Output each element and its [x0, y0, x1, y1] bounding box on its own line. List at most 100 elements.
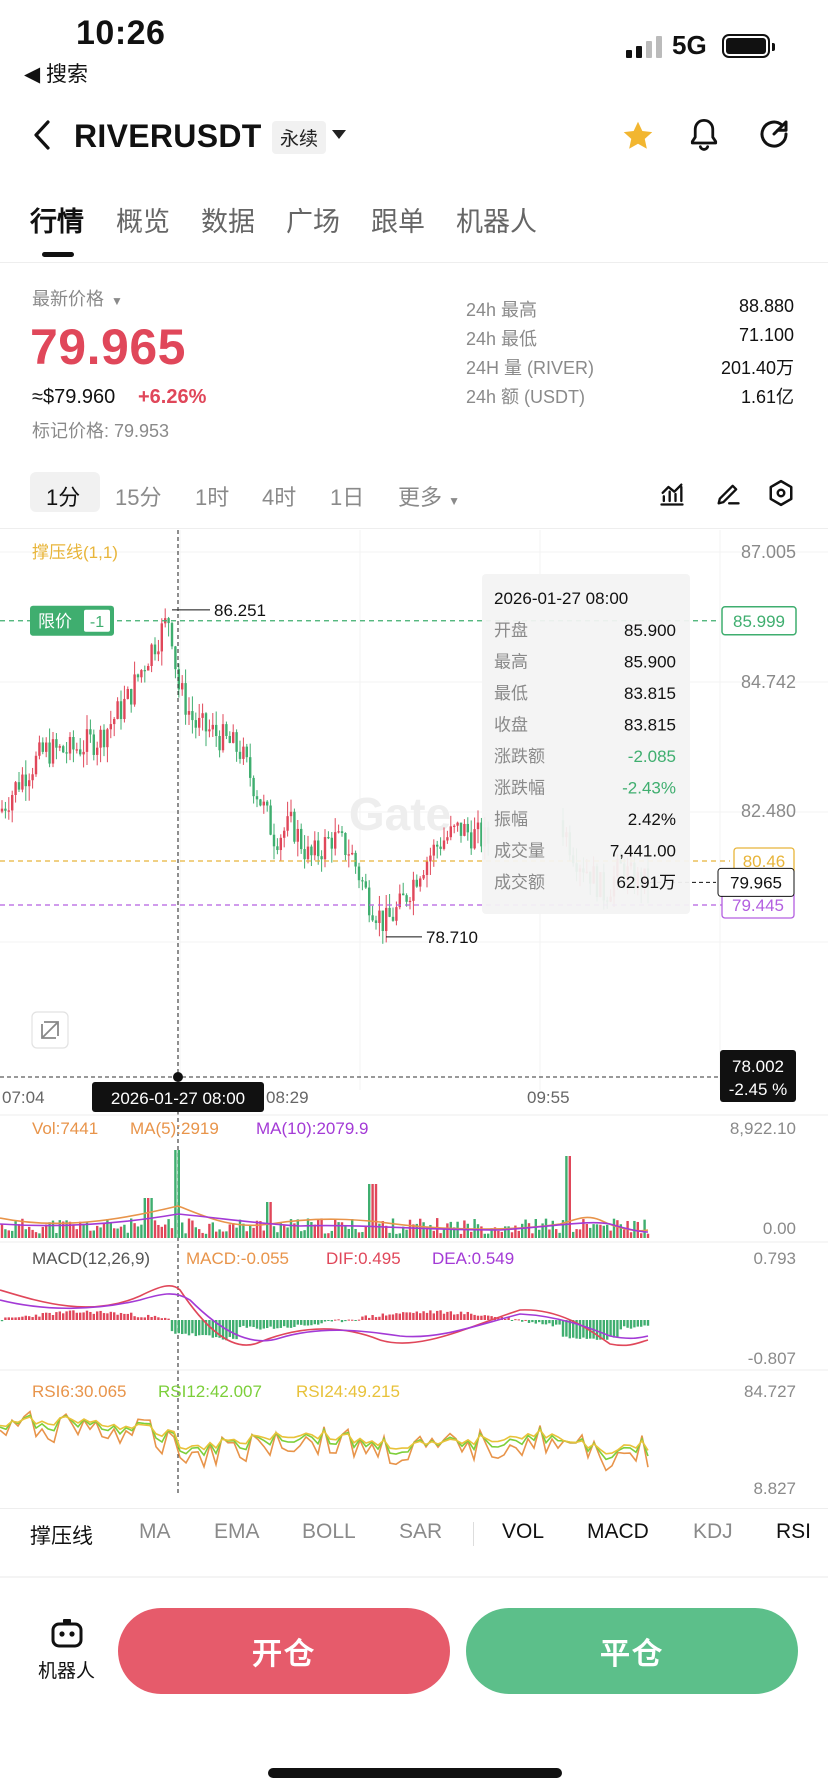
- candle-body: [85, 729, 89, 752]
- tab-square[interactable]: 广场: [286, 207, 340, 237]
- macd-hist-bar: [41, 1313, 44, 1320]
- volume-bar: [395, 1233, 398, 1238]
- symbol-dropdown-caret-icon[interactable]: [332, 130, 346, 139]
- draw-pen-icon[interactable]: [714, 480, 742, 508]
- favorite-star-icon[interactable]: [620, 118, 656, 154]
- volume-bar: [500, 1231, 503, 1238]
- tab-market[interactable]: 行情: [30, 207, 84, 237]
- interval-15m[interactable]: 15分: [115, 485, 162, 510]
- volume-bar: [374, 1184, 378, 1238]
- symbol-title[interactable]: RIVERUSDT: [74, 118, 262, 154]
- volume-bar: [303, 1230, 306, 1238]
- open-position-button[interactable]: 开仓: [118, 1608, 450, 1694]
- tab-data[interactable]: 数据: [201, 207, 255, 237]
- contract-type-badge[interactable]: 永续: [272, 121, 327, 154]
- macd-hist-bar: [490, 1316, 493, 1320]
- indicator-boll[interactable]: BOLL: [302, 1520, 356, 1543]
- candle-body: [398, 893, 401, 908]
- volume-bar: [439, 1233, 442, 1238]
- tooltip-key: 收盘: [494, 716, 528, 735]
- macd-hist-bar: [504, 1318, 507, 1320]
- candle-body: [65, 752, 68, 754]
- volume-bar: [558, 1232, 561, 1238]
- tab-copy-trading[interactable]: 跟单: [371, 207, 425, 237]
- chart-overlay: 87.005 84.742 82.480 撑压线(1,1) 限价 -1 85.999 86.2…: [0, 530, 797, 1495]
- volume-bar: [140, 1224, 143, 1238]
- macd-hist-bar: [276, 1320, 279, 1329]
- volume-bar: [225, 1231, 228, 1238]
- macd-hist-bar: [371, 1315, 374, 1320]
- indicator-ema[interactable]: EMA: [214, 1520, 260, 1543]
- macd-hist-bar: [408, 1312, 412, 1320]
- robot-icon[interactable]: [50, 1618, 84, 1650]
- indicator-macd[interactable]: MACD: [587, 1520, 649, 1543]
- volume-bar: [405, 1229, 408, 1238]
- macd-hist-bar: [453, 1314, 456, 1320]
- volume-bar: [310, 1222, 313, 1238]
- indicator-sr-lines[interactable]: 撑压线: [30, 1525, 93, 1548]
- back-to-search-link[interactable]: ◀ 搜索: [24, 63, 88, 86]
- tooltip-key: 成交额: [494, 873, 545, 892]
- candle-body: [405, 895, 408, 902]
- interval-1d[interactable]: 1日: [330, 485, 365, 510]
- macd-hist-bar: [364, 1315, 367, 1320]
- vol-ma5-line: [0, 1205, 649, 1232]
- last-price-label[interactable]: 最新价格 ▼: [32, 285, 123, 311]
- macd-hist-bar: [208, 1320, 211, 1336]
- close-position-button[interactable]: 平仓: [466, 1608, 798, 1694]
- candle-body: [89, 729, 92, 735]
- volume-bar: [48, 1222, 51, 1238]
- indicator-sar[interactable]: SAR: [399, 1520, 443, 1543]
- robot-label[interactable]: 机器人: [38, 1661, 96, 1682]
- macd-hist-bar: [92, 1313, 95, 1320]
- indicator-rsi[interactable]: RSI: [776, 1520, 812, 1543]
- high-marker-label: 86.251: [214, 601, 266, 620]
- volume-bar: [235, 1227, 238, 1238]
- share-icon[interactable]: [756, 116, 792, 152]
- interval-4h[interactable]: 4时: [262, 485, 297, 510]
- interval-more[interactable]: 更多 ▼: [398, 480, 460, 512]
- indicator-vol[interactable]: VOL: [502, 1520, 545, 1543]
- macd-hist-bar: [14, 1317, 17, 1320]
- tab-overview[interactable]: 概览: [116, 207, 170, 237]
- interval-1h[interactable]: 1时: [195, 485, 230, 510]
- tab-bots[interactable]: 机器人: [456, 207, 537, 237]
- macd-hist-bar: [201, 1320, 204, 1336]
- indicator-ma[interactable]: MA: [139, 1520, 171, 1543]
- volume-bar: [184, 1233, 187, 1238]
- rsi24-label: RSI24:49.215: [296, 1382, 400, 1401]
- candle-body: [388, 907, 391, 917]
- volume-bar: [592, 1224, 595, 1238]
- volume-bar: [422, 1222, 425, 1238]
- candle-body: [419, 878, 422, 887]
- volume-bar: [470, 1231, 473, 1238]
- tooltip-value: 83.815: [624, 684, 676, 703]
- macd-pane: MACD(12,26,9) MACD:-0.055 DIF:0.495 DEA:0.5…: [0, 1241, 828, 1368]
- indicator-icon[interactable]: [658, 480, 686, 508]
- macd-hist-bar: [606, 1320, 609, 1340]
- stat-value: 71.100: [738, 325, 794, 345]
- candle-body: [106, 729, 109, 748]
- volume-bar: [351, 1219, 354, 1238]
- indicator-top-divider: [0, 1508, 828, 1509]
- interval-1m[interactable]: 1分: [46, 485, 81, 510]
- settings-hex-icon[interactable]: [766, 478, 796, 508]
- indicator-kdj[interactable]: KDJ: [693, 1520, 733, 1543]
- candle-body: [92, 734, 95, 755]
- alert-bell-icon[interactable]: [686, 116, 722, 154]
- candlestick-chart[interactable]: Gate 87.005 84.742 82.480 撑压线(1,1) 限价 -1 85.99…: [0, 530, 828, 1505]
- tabs-divider: [0, 262, 828, 263]
- candle-body: [130, 689, 133, 705]
- macd-hist-bar: [354, 1320, 357, 1321]
- macd-hist-bar: [62, 1313, 65, 1320]
- macd-hist-bar: [150, 1317, 153, 1320]
- candle-body: [344, 832, 347, 856]
- candle-body: [269, 805, 272, 835]
- stat-value: 1.61亿: [740, 387, 794, 407]
- rsi-min-label: 8.827: [753, 1479, 796, 1498]
- macd-dif: DIF:0.495: [326, 1249, 401, 1268]
- macd-hist-bar: [116, 1314, 119, 1320]
- back-arrow-icon[interactable]: [28, 118, 58, 152]
- tooltip-value: 85.900: [624, 621, 676, 640]
- candle-body: [381, 910, 384, 932]
